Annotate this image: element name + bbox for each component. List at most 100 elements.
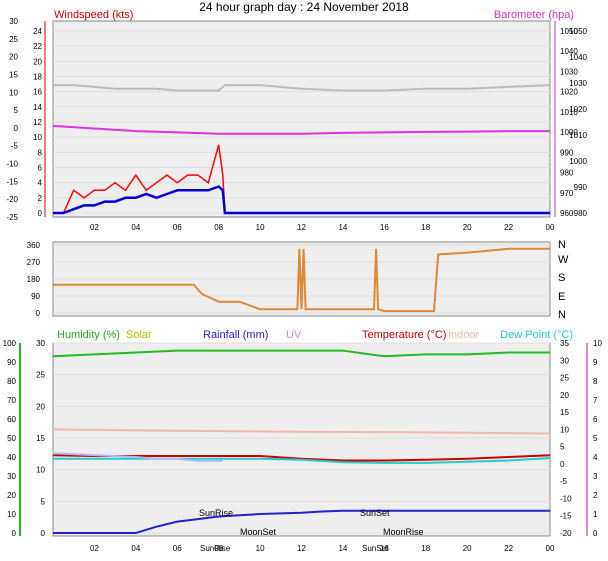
wind-direction-line	[53, 247, 550, 313]
temperature-tick: -10	[560, 494, 572, 503]
barometer-outer-tick: 980	[574, 209, 588, 218]
x-axis-tick: 02	[90, 223, 99, 232]
temperature-tick: 15	[560, 408, 569, 417]
rainfall-tick: 10	[36, 466, 45, 475]
barometer-outer-tick: 1010	[569, 131, 587, 140]
barometer-tick: 990	[560, 148, 574, 157]
barometer-tick: 1010	[560, 108, 578, 117]
temperature-tick: 35	[560, 339, 569, 348]
x-axis-tick: 20	[463, 544, 472, 553]
temperature-tick: 25	[560, 374, 569, 383]
humidity-tick: 40	[7, 453, 16, 462]
barometer-tick: 960	[560, 209, 574, 218]
humidity-tick: 10	[7, 510, 16, 519]
humidity-tick: 30	[7, 472, 16, 481]
humidity-tick: 50	[7, 434, 16, 443]
uv-tick: 10	[593, 339, 602, 348]
moonset-label: MoonSet	[240, 527, 277, 537]
x-axis-tick: 08	[214, 544, 223, 553]
x-axis-tick: 08	[214, 223, 223, 232]
barometer-outer-tick: 1050	[569, 27, 587, 36]
barometer-outer-tick: 1000	[569, 157, 587, 166]
uv-tick: 4	[593, 453, 598, 462]
compass-label: E	[558, 291, 565, 303]
compass-label: N	[558, 239, 566, 251]
humidity-axis-label: Humidity (%)	[57, 329, 120, 341]
x-axis-tick: 18	[421, 223, 430, 232]
barometer-tick: 980	[560, 169, 574, 178]
humidity-tick: 70	[7, 396, 16, 405]
x-axis-tick: 10	[256, 544, 265, 553]
wind-direction-tick: 270	[27, 258, 41, 267]
x-axis-tick: 02	[90, 544, 99, 553]
windspeed-panel: Windspeed (kts) Barometer (hpa) -25 -20 -1…	[6, 9, 587, 232]
rainfall-tick: 20	[36, 402, 45, 411]
rainfall-tick: 0	[41, 529, 46, 538]
temperature-axis-label: Temperature (°C)	[362, 329, 446, 341]
rainfall-tick: 30	[36, 339, 45, 348]
windspeed-tick: 14	[33, 103, 42, 112]
windspeed-outer-tick: -5	[11, 142, 19, 151]
temperature-tick: -20	[560, 529, 572, 538]
windspeed-tick: 12	[33, 118, 42, 127]
wind-direction-tick: 0	[36, 309, 41, 318]
compass-label: N	[558, 309, 566, 321]
uv-tick: 8	[593, 377, 598, 386]
humidity-tick: 100	[3, 339, 17, 348]
windspeed-tick: 18	[33, 73, 42, 82]
temperature-tick: 10	[560, 425, 569, 434]
humidity-tick: 20	[7, 491, 16, 500]
humidity-tick: 0	[12, 529, 17, 538]
sunrise-axis-marker: SunRise	[200, 544, 231, 553]
windspeed-plot-area	[52, 20, 551, 218]
windspeed-axis-label: Windspeed (kts)	[54, 9, 133, 21]
windspeed-outer-tick: 25	[9, 35, 18, 44]
windspeed-outer-tick: 0	[14, 124, 19, 133]
x-axis-tick: 10	[256, 223, 265, 232]
compass-label: W	[558, 254, 569, 266]
indoor-temperature-line	[52, 428, 551, 435]
grey-series-line	[53, 84, 551, 92]
uv-tick: 6	[593, 415, 598, 424]
wind-direction-tick: 180	[27, 275, 41, 284]
rainfall-tick: 25	[36, 371, 45, 380]
barometer-tick: 1020	[560, 88, 578, 97]
windspeed-outer-tick: 20	[9, 53, 18, 62]
solar-axis-label: Solar	[126, 329, 152, 341]
temperature-tick: 5	[560, 443, 565, 452]
windspeed-outer-tick: 5	[14, 106, 19, 115]
indoor-axis-label: Indoor	[448, 329, 480, 341]
uv-axis-label: UV	[286, 329, 302, 341]
sunset-axis-marker: SunSet	[362, 544, 389, 553]
windspeed-tick: 16	[33, 88, 42, 97]
x-axis-tick: 06	[173, 223, 182, 232]
uv-tick: 9	[593, 358, 598, 367]
sunrise-label: SunRise	[199, 508, 233, 518]
x-axis-tick: 14	[338, 544, 347, 553]
wind-direction-tick: 360	[27, 241, 41, 250]
dewpoint-axis-label: Dew Point (°C)	[500, 329, 573, 341]
moonrise-label: MoonRise	[383, 527, 424, 537]
windspeed-tick: 8	[38, 148, 43, 157]
windspeed-outer-tick: 15	[9, 70, 18, 79]
windspeed-tick: 20	[33, 57, 42, 66]
dewpoint-line	[53, 457, 551, 464]
humidity-line	[52, 349, 550, 358]
temperature-tick: -5	[560, 477, 568, 486]
x-axis-tick: 16	[380, 223, 389, 232]
windspeed-tick: 6	[38, 164, 43, 173]
humidity-plot-area	[52, 342, 551, 537]
temperature-tick: 0	[560, 460, 565, 469]
compass-label: S	[558, 272, 565, 284]
windspeed-outer-tick: -15	[6, 177, 18, 186]
x-axis-tick: 18	[421, 544, 430, 553]
barometer-tick: 1040	[560, 47, 578, 56]
humidity-tick: 90	[7, 358, 16, 367]
x-axis-tick: 04	[131, 544, 140, 553]
x-axis-tick: 00	[546, 544, 555, 553]
rainfall-tick: 5	[41, 497, 46, 506]
rainfall-line	[53, 509, 550, 534]
windspeed-outer-tick: 10	[9, 88, 18, 97]
uv-tick: 1	[593, 510, 598, 519]
